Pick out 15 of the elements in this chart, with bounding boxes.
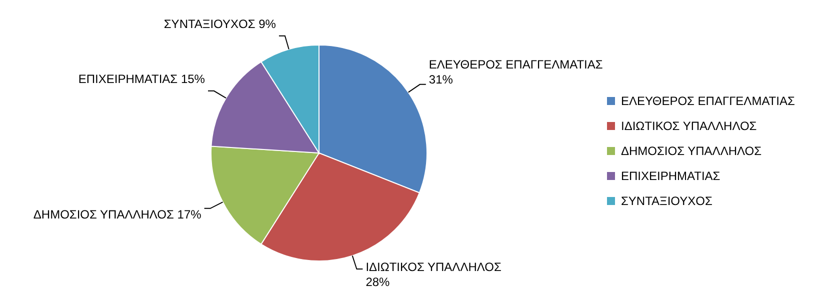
slice-label: ΕΛΕΥΘΕΡΟΣ ΕΠΑΓΓΕΛΜΑΤΙΑΣ: [428, 57, 603, 72]
slice-label: ΙΔΙΩΤΙΚΟΣ ΥΠΑΛΛΗΛΟΣ: [366, 260, 502, 274]
legend-label: ΣΥΝΤΑΞΙΟΥΧΟΣ: [621, 194, 712, 208]
data-label: 15%: [180, 72, 206, 86]
data-label: 17%: [177, 207, 202, 222]
legend-label: ΕΛΕΥΘΕΡΟΣ ΕΠΑΓΓΕΛΜΑΤΙΑΣ: [621, 94, 795, 108]
slice-label: ΔΗΜΟΣΙΟΣ ΥΠΑΛΛΗΛΟΣ: [33, 207, 174, 222]
data-label: 9%: [258, 16, 276, 31]
slice-label: ΕΠΙΧΕΙΡΗΜΑΤΙΑΣ: [78, 72, 178, 86]
legend-label: ΙΔΙΩΤΙΚΟΣ ΥΠΑΛΛΗΛΟΣ: [621, 119, 757, 133]
data-label: 28%: [366, 275, 390, 290]
slice-label: ΣΥΝΤΑΞΙΟΥΧΟΣ: [164, 16, 256, 31]
legend-label: ΔΗΜΟΣΙΟΣ ΥΠΑΛΛΗΛΟΣ: [621, 144, 762, 158]
legend-label: ΕΠΙΧΕΙΡΗΜΑΤΙΑΣ: [621, 169, 720, 183]
data-label: 31%: [428, 72, 454, 86]
